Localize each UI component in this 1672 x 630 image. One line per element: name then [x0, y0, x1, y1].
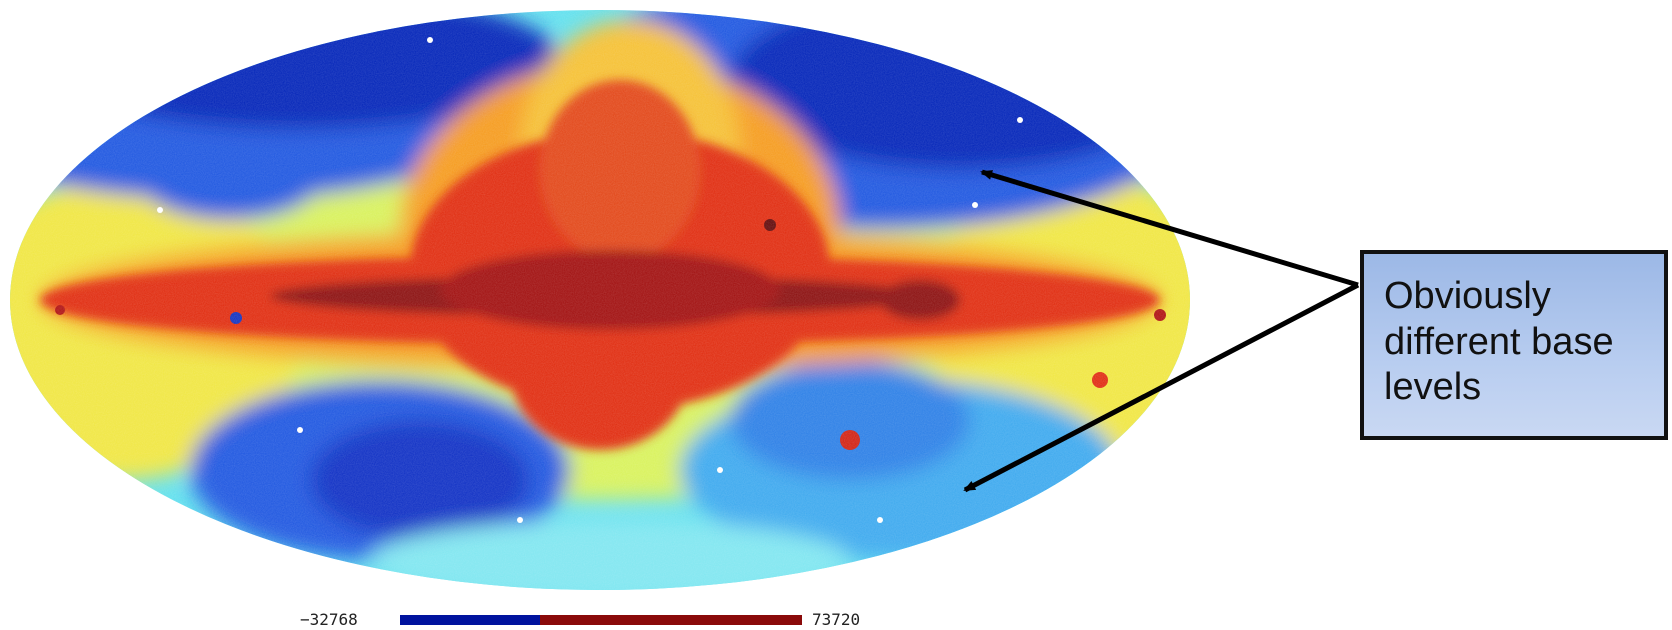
colorbar-low-segment	[400, 615, 540, 625]
colorbar: −32768 73720	[300, 612, 900, 630]
colorbar-high-segment	[540, 615, 802, 625]
colorbar-max-label: 73720	[812, 610, 861, 629]
all-sky-map	[10, 10, 1190, 590]
callout-box: Obviously different base levels	[1360, 250, 1668, 440]
callout-text: Obviously different base levels	[1384, 275, 1614, 409]
mollweide-projection-image	[10, 10, 1190, 590]
colorbar-min-label: −32768	[300, 610, 358, 629]
